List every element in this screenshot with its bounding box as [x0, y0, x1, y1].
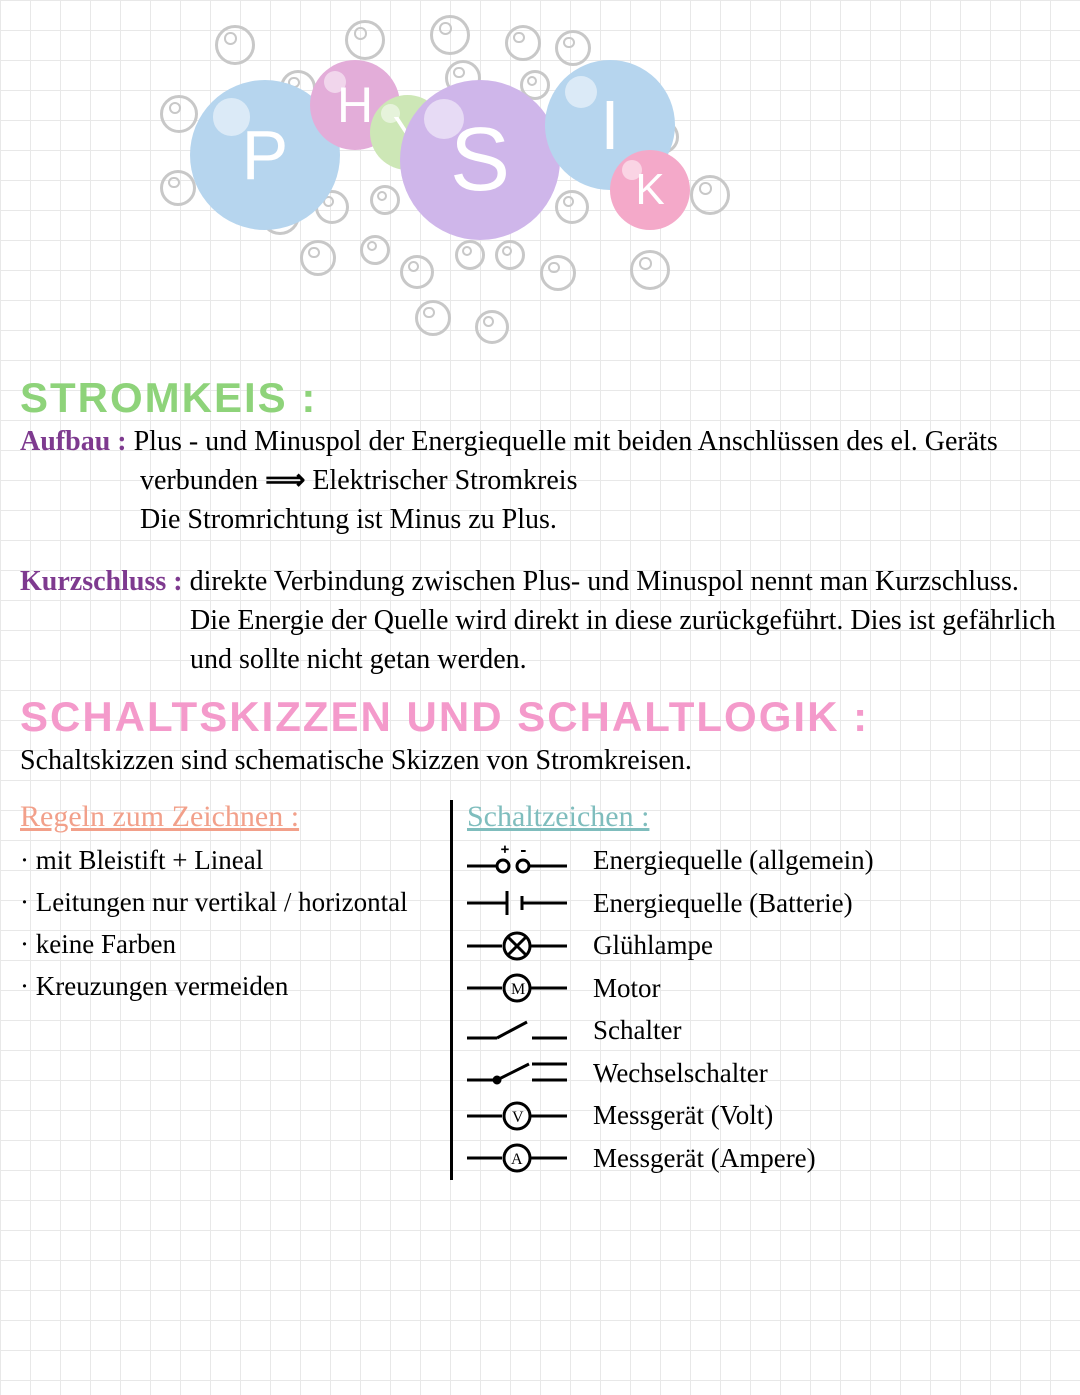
aufbau-line3: Die Stromrichtung ist Minus zu Plus.: [140, 500, 557, 539]
rules-heading: Regeln zum Zeichnen :: [20, 800, 430, 834]
decorative-bubble: [540, 255, 576, 291]
section1-title: STROMKEIS :: [20, 374, 1060, 422]
kurzschluss-block: Kurzschluss : direkte Verbindung zwische…: [20, 562, 1060, 680]
symbol-label: Schalter: [593, 1010, 681, 1051]
arrow-icon: ⟹: [265, 465, 305, 496]
symbol-row: V Messgerät (Volt): [467, 1095, 1060, 1136]
svg-text:A: A: [511, 1151, 523, 1168]
symbol-row: M Motor: [467, 968, 1060, 1009]
symbol-label: Motor: [593, 968, 661, 1009]
aufbau-line2a: verbunden: [140, 465, 265, 496]
decorative-bubble: [215, 25, 255, 65]
decorative-bubble: [430, 15, 470, 55]
decorative-bubble: [455, 240, 485, 270]
symbol-label: Energiequelle (Batterie): [593, 883, 853, 924]
rules-column: Regeln zum Zeichnen : mit Bleistift + Li…: [20, 800, 450, 1180]
svg-text:+: +: [501, 844, 509, 858]
title-letter-bubble: S: [400, 80, 560, 240]
section2-intro: Schaltskizzen sind schematische Skizzen …: [20, 741, 1060, 780]
aufbau-line2b: Elektrischer Stromkreis: [312, 465, 577, 496]
symbols-column: Schaltzeichen : +- Energiequelle (allgeme…: [450, 800, 1060, 1180]
decorative-bubble: [475, 310, 509, 344]
rules-list: mit Bleistift + LinealLeitungen nur vert…: [20, 840, 430, 1007]
decorative-bubble: [690, 175, 730, 215]
kurz-line2: Die Energie der Quelle wird direkt in di…: [190, 601, 1056, 640]
kurzschluss-label: Kurzschluss :: [20, 566, 183, 597]
symbol-label: Messgerät (Volt): [593, 1095, 773, 1136]
decorative-bubble: [160, 95, 198, 133]
symbol-label: Messgerät (Ampere): [593, 1138, 816, 1179]
decorative-bubble: [370, 185, 400, 215]
symbol-label: Glühlampe: [593, 925, 713, 966]
decorative-bubble: [415, 300, 451, 336]
symbols-heading: Schaltzeichen :: [467, 800, 1060, 834]
rule-item: keine Farben: [20, 924, 430, 966]
decorative-bubble: [360, 235, 390, 265]
decorative-bubble: [630, 250, 670, 290]
kurz-line1: direkte Verbindung zwischen Plus- und Mi…: [190, 566, 1019, 597]
rule-item: Kreuzungen vermeiden: [20, 966, 430, 1008]
rule-item: mit Bleistift + Lineal: [20, 840, 430, 882]
symbols-list: +- Energiequelle (allgemein)Energiequelle…: [467, 840, 1060, 1178]
notes-content: STROMKEIS : Aufbau : Plus - und Minuspol…: [0, 374, 1080, 1180]
decorative-bubble: [400, 255, 434, 289]
decorative-bubble: [300, 240, 336, 276]
decorative-bubble: [555, 30, 591, 66]
kurz-line3: und sollte nicht getan werden.: [190, 640, 527, 679]
symbol-row: Energiequelle (Batterie): [467, 883, 1060, 924]
decorative-bubble: [345, 20, 385, 60]
svg-text:-: -: [521, 844, 526, 858]
aufbau-label: Aufbau :: [20, 426, 127, 457]
decorative-bubble: [555, 190, 589, 224]
aufbau-block: Aufbau : Plus - und Minuspol der Energie…: [20, 422, 1060, 540]
title-letter-bubble: K: [610, 150, 690, 230]
section2-title: SCHALTSKIZZEN UND SCHALTLOGIK :: [20, 693, 1060, 741]
svg-text:V: V: [512, 1109, 524, 1126]
symbol-label: Wechselschalter: [593, 1053, 768, 1094]
symbol-row: Wechselschalter: [467, 1053, 1060, 1094]
svg-text:M: M: [511, 981, 525, 998]
symbol-row: Schalter: [467, 1010, 1060, 1051]
title-bubble-graphic: PHYSIK: [0, 0, 1080, 360]
two-column-layout: Regeln zum Zeichnen : mit Bleistift + Li…: [20, 800, 1060, 1180]
symbol-row: A Messgerät (Ampere): [467, 1138, 1060, 1179]
rule-item: Leitungen nur vertikal / horizontal: [20, 882, 430, 924]
symbol-row: Glühlampe: [467, 925, 1060, 966]
decorative-bubble: [505, 25, 541, 61]
decorative-bubble: [160, 170, 196, 206]
decorative-bubble: [495, 240, 525, 270]
aufbau-line1: Plus - und Minuspol der Energiequelle mi…: [134, 426, 998, 457]
symbol-label: Energiequelle (allgemein): [593, 840, 874, 881]
symbol-row: +- Energiequelle (allgemein): [467, 840, 1060, 881]
